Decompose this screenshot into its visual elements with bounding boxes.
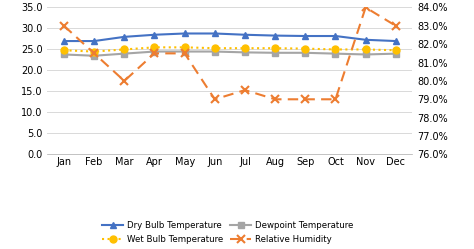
Relative Humidity bbox=[61, 24, 67, 27]
Relative Humidity bbox=[333, 98, 338, 101]
Dry Bulb Temperature bbox=[242, 33, 248, 36]
Dewpoint Temperature bbox=[152, 50, 157, 53]
Dewpoint Temperature bbox=[363, 53, 368, 56]
Dry Bulb Temperature bbox=[302, 35, 308, 38]
Relative Humidity bbox=[272, 98, 278, 101]
Relative Humidity bbox=[393, 24, 399, 27]
Dry Bulb Temperature bbox=[182, 32, 188, 35]
Dry Bulb Temperature bbox=[91, 40, 97, 43]
Dewpoint Temperature bbox=[182, 50, 188, 53]
Dewpoint Temperature bbox=[91, 54, 97, 57]
Dry Bulb Temperature bbox=[212, 32, 218, 35]
Wet Bulb Temperature bbox=[121, 48, 127, 51]
Dewpoint Temperature bbox=[302, 51, 308, 54]
Wet Bulb Temperature bbox=[272, 47, 278, 50]
Dewpoint Temperature bbox=[393, 52, 399, 55]
Dry Bulb Temperature bbox=[121, 35, 127, 38]
Dry Bulb Temperature bbox=[393, 40, 399, 43]
Dewpoint Temperature bbox=[121, 52, 127, 55]
Relative Humidity bbox=[121, 79, 127, 82]
Relative Humidity bbox=[152, 52, 157, 55]
Line: Wet Bulb Temperature: Wet Bulb Temperature bbox=[61, 44, 399, 55]
Wet Bulb Temperature bbox=[302, 47, 308, 50]
Dewpoint Temperature bbox=[242, 51, 248, 54]
Line: Dewpoint Temperature: Dewpoint Temperature bbox=[61, 48, 399, 59]
Wet Bulb Temperature bbox=[393, 49, 399, 52]
Legend: Dry Bulb Temperature, Wet Bulb Temperature, Dewpoint Temperature, Relative Humid: Dry Bulb Temperature, Wet Bulb Temperatu… bbox=[98, 218, 357, 247]
Wet Bulb Temperature bbox=[363, 48, 368, 51]
Relative Humidity bbox=[302, 98, 308, 101]
Relative Humidity bbox=[182, 52, 188, 55]
Dry Bulb Temperature bbox=[61, 40, 67, 43]
Dry Bulb Temperature bbox=[363, 38, 368, 41]
Wet Bulb Temperature bbox=[333, 48, 338, 51]
Dry Bulb Temperature bbox=[333, 35, 338, 38]
Dewpoint Temperature bbox=[272, 51, 278, 54]
Dewpoint Temperature bbox=[61, 53, 67, 56]
Dry Bulb Temperature bbox=[272, 34, 278, 37]
Dewpoint Temperature bbox=[333, 52, 338, 55]
Dry Bulb Temperature bbox=[152, 33, 157, 36]
Wet Bulb Temperature bbox=[242, 47, 248, 50]
Relative Humidity bbox=[242, 89, 248, 92]
Line: Relative Humidity: Relative Humidity bbox=[60, 3, 400, 103]
Relative Humidity bbox=[363, 6, 368, 9]
Relative Humidity bbox=[91, 52, 97, 55]
Line: Dry Bulb Temperature: Dry Bulb Temperature bbox=[61, 30, 399, 44]
Wet Bulb Temperature bbox=[212, 47, 218, 50]
Wet Bulb Temperature bbox=[91, 50, 97, 53]
Wet Bulb Temperature bbox=[182, 46, 188, 49]
Wet Bulb Temperature bbox=[152, 46, 157, 49]
Wet Bulb Temperature bbox=[61, 49, 67, 52]
Dewpoint Temperature bbox=[212, 50, 218, 53]
Relative Humidity bbox=[212, 98, 218, 101]
